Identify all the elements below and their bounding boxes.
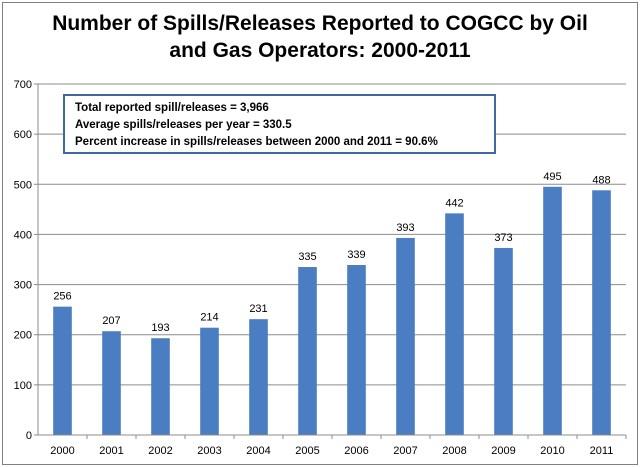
bar-2009 [494,247,513,435]
annotation-total: Total reported spill/releases = 3,966 [75,102,269,114]
y-tick-label: 100 [14,380,32,392]
bar-2003 [200,327,219,435]
x-tick-label: 2008 [442,445,466,457]
data-label: 442 [445,197,463,209]
y-axis: 0 100 200 300 400 500 600 700 [14,79,39,442]
y-tick-label: 0 [26,430,32,442]
x-tick-label: 2011 [590,445,614,457]
data-label: 339 [347,249,365,261]
x-axis: 2000 2001 2002 2003 2004 2005 2006 2007 2008 2009… [38,434,627,457]
data-label: 373 [494,232,512,244]
data-label: 193 [151,322,169,334]
bar-2006 [347,265,366,435]
bar-2007 [396,237,415,435]
data-label: 393 [396,222,414,234]
bars [53,186,611,435]
data-label: 214 [200,312,218,324]
bar-2005 [298,267,317,435]
x-tick-label: 2007 [393,445,417,457]
x-tick-label: 2006 [344,445,368,457]
y-tick-label: 500 [14,179,32,191]
data-label: 488 [592,174,610,186]
x-tick-label: 2004 [246,445,270,457]
annotation-percent-increase: Percent increase in spills/releases betw… [75,136,438,148]
y-tick-label: 600 [14,129,32,141]
data-label: 207 [102,315,120,327]
y-tick-label: 400 [14,229,32,241]
data-label: 495 [543,171,561,183]
summary-annotation-box: Total reported spill/releases = 3,966 Av… [63,94,496,154]
y-tick-label: 200 [14,330,32,342]
x-tick-label: 2002 [148,445,172,457]
x-tick-label: 2009 [491,445,515,457]
bar-2004 [249,319,268,435]
x-tick-label: 2003 [197,445,221,457]
bar-2010 [543,186,562,435]
y-tick-label: 700 [14,79,32,91]
data-label: 231 [249,303,267,315]
data-labels: 256 207 193 214 231 335 339 393 442 373 495 488 [53,171,610,334]
bar-2000 [53,306,72,435]
x-tick-label: 2010 [540,445,564,457]
x-tick-label: 2001 [99,445,123,457]
data-label: 256 [53,291,71,303]
chart-title-line-2: and Gas Operators: 2000-2011 [169,39,471,62]
annotation-average: Average spills/releases per year = 330.5 [75,119,292,131]
bar-2011 [592,190,611,435]
y-tick-label: 300 [14,280,32,292]
bar-2008 [445,213,464,435]
data-label: 335 [298,251,316,263]
bar-2001 [102,331,121,435]
bar-2002 [151,338,170,435]
x-tick-label: 2000 [50,445,74,457]
chart-title-line-1: Number of Spills/Releases Reported to CO… [52,12,588,35]
chart-title: Number of Spills/Releases Reported to CO… [0,10,640,64]
x-tick-label: 2005 [295,445,319,457]
